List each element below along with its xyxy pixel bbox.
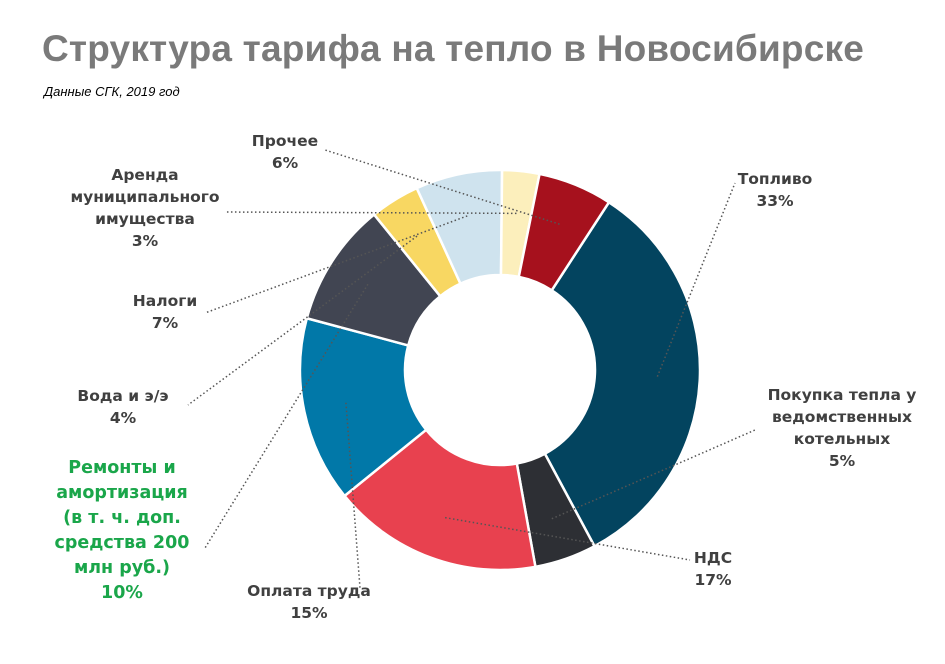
leader-fuel [656,182,736,377]
slice-label-labor: Оплата труда 15% [247,582,371,622]
slice-label-rent: Аренда муниципального имущества 3% [70,166,220,250]
chart-subtitle: Данные СГК, 2019 год [44,84,180,99]
leader-vat [444,516,691,561]
leader-labor [345,402,361,589]
leader-rent [224,211,517,215]
chart-title: Структура тарифа на тепло в Новосибирске [42,28,864,69]
leader-lines [187,149,756,589]
donut-slices [298,168,702,572]
slice-label-vat: НДС 17% [693,549,733,589]
slice-fuel [543,201,702,548]
slice-label-taxes: Налоги 7% [132,292,198,332]
slice-label-purchased-heat: Покупка тепла у ведомственных котельных … [767,386,917,470]
slice-label-other: Прочее 6% [251,132,319,172]
slice-label-repairs: Ремонты и амортизация (в т. ч. доп. сред… [54,458,190,603]
leader-taxes [204,215,468,314]
leader-water [187,235,418,406]
slice-other [517,172,611,292]
slice-vat [343,428,537,572]
leader-purchased-heat [551,429,756,520]
slice-label-water: Вода и э/э 4% [77,387,169,427]
slice-label-fuel: Топливо 33% [737,170,813,210]
leader-other [324,149,560,225]
